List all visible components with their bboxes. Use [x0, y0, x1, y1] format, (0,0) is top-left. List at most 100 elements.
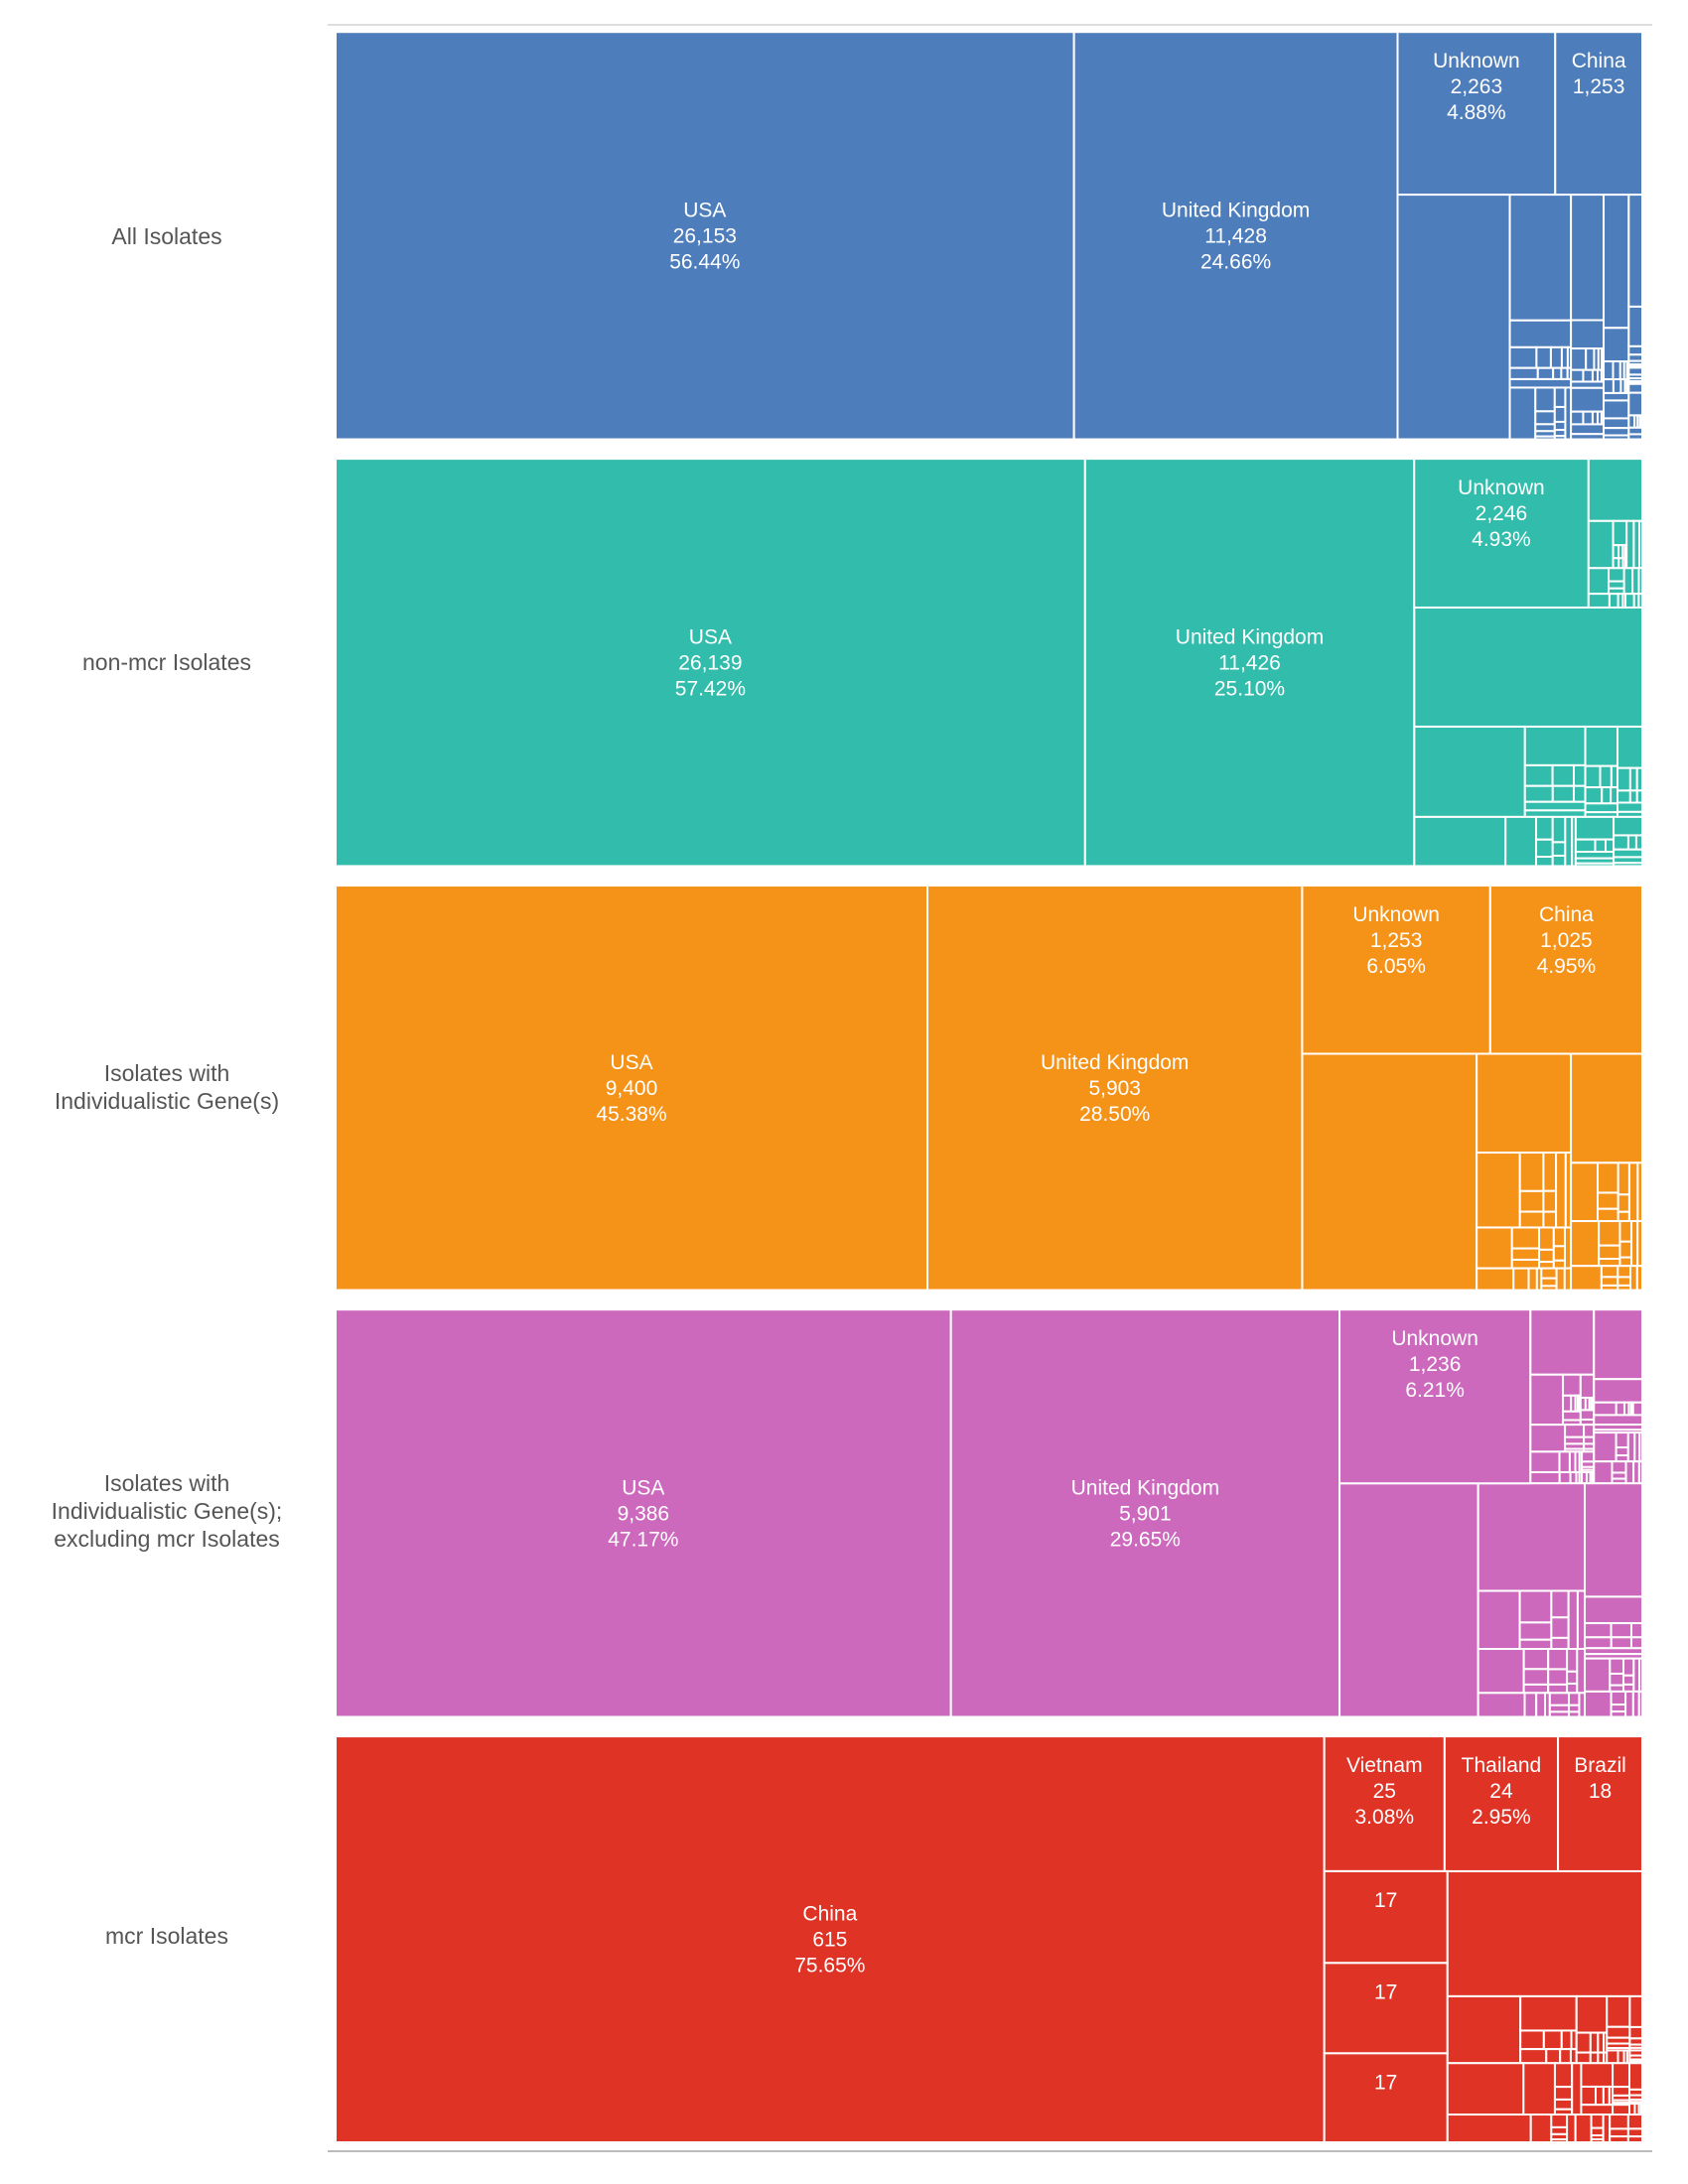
- tile-isolates-with-individualistic-gene-s-excluding-mcr-isolates-other-2-34: [1584, 1595, 1643, 1625]
- tile-isolates-with-individualistic-gene-s-other-0-55: [1617, 1276, 1631, 1287]
- tile-isolates-with-individualistic-gene-s-excluding-mcr-isolates-other-2-0: [1338, 1482, 1479, 1718]
- tile-isolates-with-individualistic-gene-s-excluding-mcr-isolates-other-0-36: [1529, 1470, 1561, 1485]
- tile-non-mcr-isolates-other-1-31: [1535, 815, 1554, 841]
- tile-isolates-with-individualistic-gene-s-excluding-mcr-isolates-other-0-20: [1564, 1435, 1586, 1445]
- tile-isolates-with-individualistic-gene-s-excluding-mcr-isolates-unknown-label-3: 6.21%: [1405, 1379, 1465, 1402]
- tile-mcr-isolates-other-0-75: [1590, 2126, 1605, 2136]
- tile-non-mcr-isolates-other-1-9: [1523, 800, 1587, 812]
- tile-all-isolates-other-0-65: [1627, 305, 1643, 347]
- tile-mcr-isolates-china: [335, 1735, 1326, 2143]
- tile-isolates-with-individualistic-gene-s-excluding-mcr-isolates-other-2-4: [1518, 1621, 1553, 1641]
- tile-non-mcr-isolates-other-0-27: [1637, 593, 1643, 609]
- tile-isolates-with-individualistic-gene-s-other-0-13: [1510, 1247, 1541, 1261]
- tile-mcr-isolates-other-0-47: [1594, 2085, 1605, 2107]
- row-label-all-isolates: All Isolates: [111, 223, 221, 249]
- tile-non-mcr-isolates-other-0-18: [1622, 567, 1634, 596]
- tile-isolates-with-individualistic-gene-s-excluding-mcr-isolates-other-0-0: [1529, 1308, 1596, 1376]
- tile-non-mcr-isolates-other-1-17: [1610, 786, 1619, 805]
- tile-mcr-isolates-other-0-13: [1589, 2031, 1600, 2054]
- tile-isolates-with-individualistic-gene-s-excluding-mcr-isolates-other-0-3: [1562, 1394, 1573, 1413]
- tile-isolates-with-individualistic-gene-s-excluding-mcr-isolates-other-2-29: [1567, 1692, 1581, 1706]
- tile-non-mcr-isolates-other-1-37: [1564, 815, 1574, 868]
- tile-isolates-with-individualistic-gene-s-other-0-51: [1600, 1265, 1619, 1279]
- tile-mcr-isolates-other-0-65: [1639, 2103, 1644, 2116]
- tile-all-isolates-other-0-47: [1603, 194, 1630, 330]
- tile-non-mcr-isolates-other-0-15: [1608, 567, 1625, 583]
- tile-isolates-with-individualistic-gene-s-other-0-19: [1552, 1245, 1566, 1262]
- tile-isolates-with-individualistic-gene-s-excluding-mcr-isolates-other-0-28: [1558, 1450, 1571, 1473]
- tile-isolates-with-individualistic-gene-s-china: [1488, 885, 1643, 1055]
- tile-non-mcr-isolates-other-1-0: [1413, 606, 1643, 728]
- tile-non-mcr-isolates-unknown-label-2: 2,246: [1476, 502, 1528, 525]
- tile-isolates-with-individualistic-gene-s-excluding-mcr-isolates-other-0-16: [1579, 1409, 1596, 1421]
- tile-mcr-isolates-other-0-44: [1571, 2062, 1583, 2116]
- tile-isolates-with-individualistic-gene-s-excluding-mcr-isolates-other-2-33: [1584, 1482, 1643, 1598]
- tile-mcr-isolates-other-0-4: [1542, 2029, 1563, 2051]
- tile-isolates-with-individualistic-gene-s-unknown-label-3: 6.05%: [1366, 955, 1426, 978]
- tile-all-isolates-other-0-62: [1603, 427, 1630, 437]
- tile-mcr-isolates-other-0-20: [1606, 1994, 1631, 2028]
- tile-non-mcr-isolates-other-1-16: [1601, 786, 1613, 805]
- tile-non-mcr-isolates-other-1-7: [1551, 784, 1575, 803]
- tile-isolates-with-individualistic-gene-s-other-0-8: [1542, 1210, 1558, 1229]
- tile-all-isolates-other-0-24: [1553, 435, 1567, 441]
- tile-non-mcr-isolates-other-0-13: [1637, 519, 1644, 570]
- tile-mcr-isolates-vietnam: [1323, 1735, 1446, 1872]
- tile-non-mcr-isolates-other-1-3: [1523, 763, 1554, 787]
- tile-non-mcr-isolates-other-1-35: [1551, 841, 1567, 857]
- tile-all-isolates-other-0-20: [1553, 386, 1567, 408]
- tile-non-mcr-isolates-other-1-49: [1634, 834, 1644, 851]
- tile-mcr-isolates-vietnam-label-3: 3.08%: [1355, 1806, 1415, 1829]
- tile-non-mcr-isolates-other-1-34: [1551, 815, 1567, 844]
- tile-isolates-with-individualistic-gene-s-united-kingdom: [926, 885, 1304, 1292]
- tile-all-isolates-other-0-28: [1570, 347, 1588, 371]
- tile-isolates-with-individualistic-gene-s-other-0-27: [1540, 1277, 1558, 1288]
- tile-isolates-with-individualistic-gene-s-excluding-mcr-isolates-other-2-37: [1629, 1622, 1643, 1639]
- tile-isolates-with-individualistic-gene-s-other-0-36: [1617, 1161, 1630, 1196]
- tile-isolates-with-individualistic-gene-s-excluding-mcr-isolates-other-2-20: [1566, 1682, 1579, 1695]
- tile-isolates-with-individualistic-gene-s-excluding-mcr-isolates-other-1-24: [1637, 1460, 1644, 1485]
- tile-all-isolates-other-0-4: [1535, 345, 1552, 369]
- tile-isolates-with-individualistic-gene-s-other-0-2: [1476, 1152, 1521, 1229]
- tile-isolates-with-individualistic-gene-s-other-0-58: [1635, 1265, 1644, 1292]
- tile-all-isolates-other-0-27: [1570, 319, 1606, 350]
- row-label-isolates-with-individualistic-gene-s-excluding-mcr-isolates-line-2: Individualistic Gene(s);: [52, 1498, 283, 1524]
- tile-non-mcr-isolates-other-0-22: [1608, 593, 1619, 609]
- tile-isolates-with-individualistic-gene-s-other-0-35: [1597, 1207, 1619, 1223]
- tile-non-mcr-isolates-other-1-24: [1617, 789, 1631, 804]
- tile-non-mcr-isolates-usa-label-3: 57.42%: [675, 677, 746, 700]
- tile-non-mcr-isolates-united-kingdom-label-3: 25.10%: [1214, 677, 1285, 700]
- tile-all-isolates-other-0-9: [1536, 366, 1555, 380]
- tile-isolates-with-individualistic-gene-s-excluding-mcr-isolates-other-2-58: [1637, 1690, 1643, 1718]
- tile-all-isolates-other-0-60: [1603, 399, 1630, 420]
- tile-isolates-with-individualistic-gene-s-excluding-mcr-isolates-other-1-17: [1638, 1432, 1643, 1463]
- tile-non-mcr-isolates-united-kingdom-label-1: United Kingdom: [1176, 625, 1324, 648]
- tile-mcr-isolates-item-4-label-1: 17: [1374, 1889, 1397, 1912]
- tile-mcr-isolates-brazil-label-2: 18: [1589, 1780, 1612, 1803]
- tile-isolates-with-individualistic-gene-s-excluding-mcr-isolates-other-1-12: [1615, 1432, 1629, 1449]
- tile-isolates-with-individualistic-gene-s-excluding-mcr-isolates-other-2-8: [1550, 1636, 1570, 1651]
- tile-mcr-isolates-other-0-12: [1575, 2031, 1592, 2054]
- tile-all-isolates-other-0-34: [1582, 368, 1594, 383]
- tile-mcr-isolates-other-0-2: [1519, 1994, 1578, 2032]
- tile-non-mcr-isolates-other-1-27: [1617, 801, 1643, 813]
- tile-isolates-with-individualistic-gene-s-united-kingdom-label-3: 28.50%: [1079, 1103, 1150, 1126]
- tile-isolates-with-individualistic-gene-s-other-0-54: [1617, 1265, 1631, 1279]
- tile-all-isolates-other-0-33: [1570, 368, 1585, 383]
- tile-isolates-with-individualistic-gene-s-other-0-12: [1510, 1226, 1541, 1250]
- tile-all-isolates-other-0-22: [1553, 420, 1567, 432]
- tile-isolates-with-individualistic-gene-s-excluding-mcr-isolates-other-0-18: [1529, 1424, 1567, 1453]
- tile-isolates-with-individualistic-gene-s-excluding-mcr-isolates-other-2-17: [1547, 1683, 1569, 1695]
- tile-isolates-with-individualistic-gene-s-excluding-mcr-isolates-other-0-32: [1581, 1450, 1596, 1463]
- tile-non-mcr-isolates-other-0-1: [1587, 519, 1615, 570]
- tile-all-isolates-united-kingdom-label-1: United Kingdom: [1162, 199, 1310, 221]
- tile-isolates-with-individualistic-gene-s-excluding-mcr-isolates-other-2-23: [1523, 1692, 1538, 1718]
- tile-non-mcr-isolates-other-0-2: [1612, 519, 1628, 547]
- tile-non-mcr-isolates-other-1-46: [1613, 815, 1644, 837]
- tile-isolates-with-individualistic-gene-s-excluding-mcr-isolates-other-2-3: [1518, 1589, 1553, 1624]
- tile-isolates-with-individualistic-gene-s-other-0-14: [1510, 1258, 1541, 1270]
- tile-non-mcr-isolates-other-1-25: [1628, 789, 1638, 804]
- tile-mcr-isolates-other-0-81: [1609, 2135, 1629, 2143]
- tile-non-mcr-isolates-other-1-6: [1523, 784, 1554, 803]
- tile-isolates-with-individualistic-gene-s-other-0-26: [1540, 1267, 1558, 1280]
